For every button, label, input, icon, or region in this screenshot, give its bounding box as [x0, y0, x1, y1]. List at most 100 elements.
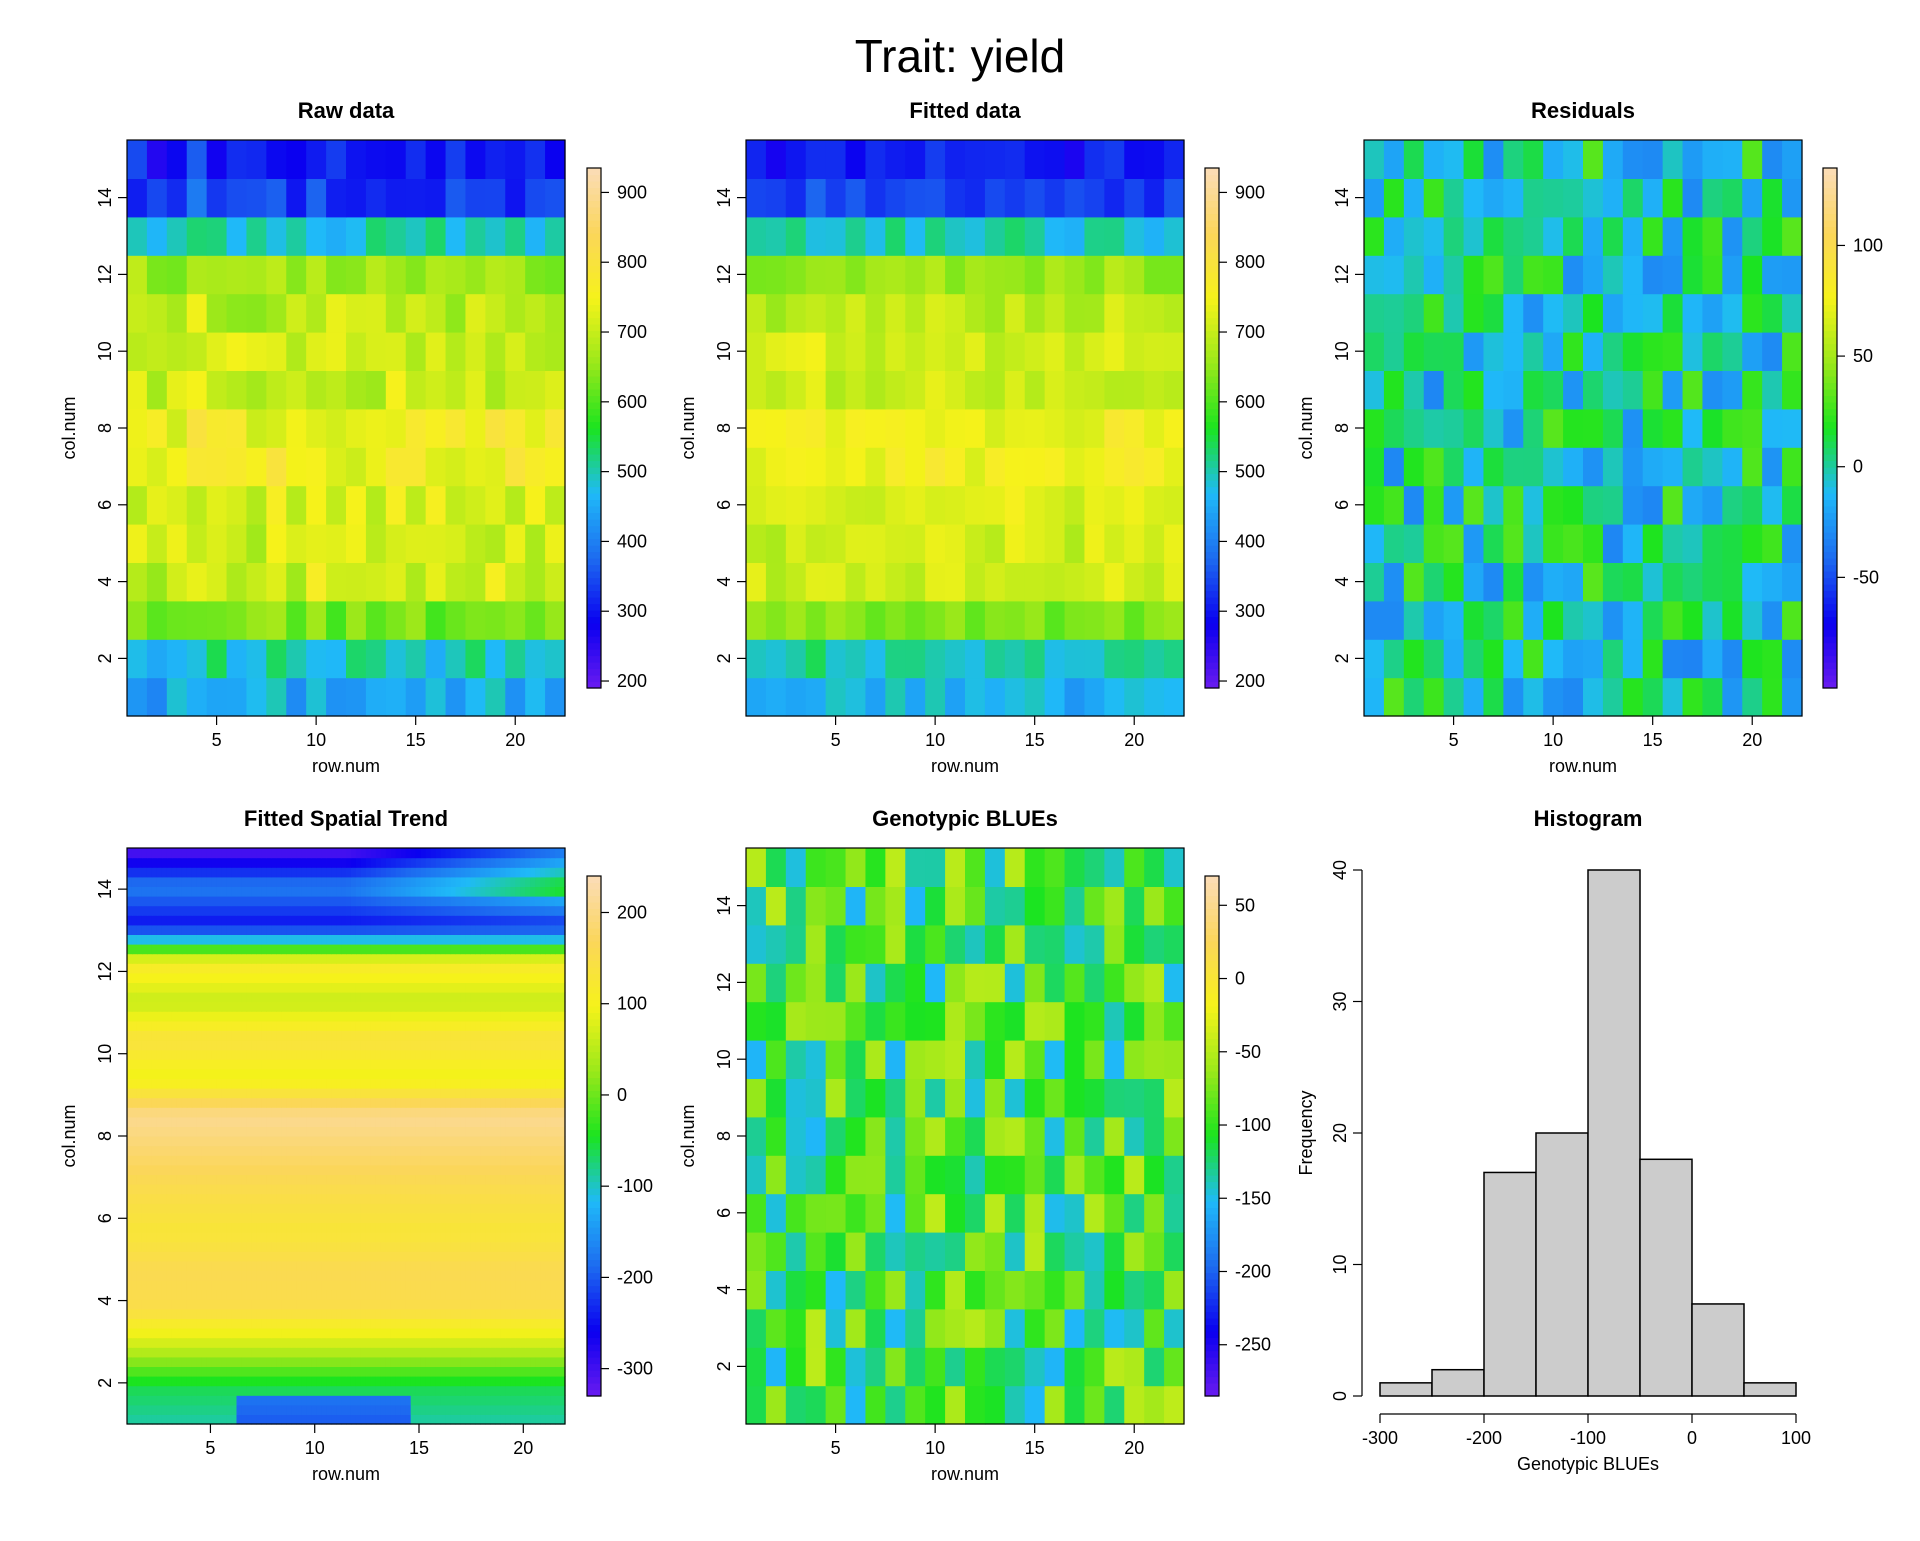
heatmap-cell — [251, 1030, 257, 1040]
heatmap-cell — [271, 1107, 277, 1117]
heatmap-cell — [137, 1222, 143, 1232]
heatmap-cell — [500, 1405, 506, 1415]
heatmap-cell — [237, 1194, 243, 1204]
heatmap-cell — [1742, 486, 1763, 525]
heatmap-cell — [1084, 409, 1105, 448]
heatmap-cell — [1762, 639, 1783, 678]
color-bar-segment — [1205, 480, 1219, 487]
heatmap-cell — [291, 1366, 297, 1376]
heatmap-cell — [446, 1366, 452, 1376]
heatmap-cell — [306, 1117, 312, 1127]
heatmap-cell — [276, 1405, 282, 1415]
heatmap-cell — [346, 332, 367, 371]
heatmap-cell — [480, 1290, 486, 1300]
heatmap-cell — [157, 1405, 163, 1415]
heatmap-cell — [530, 1050, 536, 1060]
heatmap-cell — [331, 1213, 337, 1223]
heatmap-cell — [411, 1280, 417, 1290]
color-bar-tick-label: 600 — [617, 392, 647, 412]
heatmap-cell — [361, 1376, 367, 1386]
heatmap-cell — [515, 1328, 521, 1338]
heatmap-cell — [241, 1107, 247, 1117]
heatmap-cell — [451, 1280, 457, 1290]
heatmap-cell — [306, 1050, 312, 1060]
heatmap-cell — [371, 1050, 377, 1060]
heatmap-cell — [406, 1290, 412, 1300]
heatmap-cell — [371, 1059, 377, 1069]
heatmap-cell — [157, 1040, 163, 1050]
heatmap-cell — [366, 294, 387, 333]
heatmap-cell — [286, 1146, 292, 1156]
heatmap-cell — [311, 1040, 317, 1050]
heatmap-cell — [475, 1347, 481, 1357]
heatmap-cell — [207, 1338, 213, 1348]
heatmap-cell — [341, 1174, 347, 1184]
heatmap-cell — [202, 1126, 208, 1136]
heatmap-cell — [1483, 140, 1504, 179]
heatmap-cell — [411, 1376, 417, 1386]
heatmap-cell — [426, 1078, 432, 1088]
heatmap-cell — [291, 1126, 297, 1136]
heatmap-cell — [351, 1059, 357, 1069]
heatmap-cell — [460, 1290, 466, 1300]
heatmap-cell — [301, 1050, 307, 1060]
heatmap-cell — [162, 1405, 168, 1415]
color-bar-segment — [1823, 630, 1837, 637]
heatmap-cell — [351, 1126, 357, 1136]
color-bar-segment — [1823, 526, 1837, 533]
heatmap-cell — [351, 1040, 357, 1050]
heatmap-cell — [421, 1395, 427, 1405]
heatmap-cell — [167, 1328, 173, 1338]
heatmap-cell — [227, 1299, 233, 1309]
heatmap-cell — [426, 1280, 432, 1290]
heatmap-cell — [381, 1270, 387, 1280]
heatmap-cell — [475, 1299, 481, 1309]
heatmap-cell — [426, 1030, 432, 1040]
heatmap-cell — [510, 1414, 516, 1424]
heatmap-cell — [436, 1338, 442, 1348]
heatmap-cell — [406, 1270, 412, 1280]
heatmap-cell — [172, 1386, 178, 1396]
heatmap-cell — [480, 1213, 486, 1223]
heatmap-cell — [172, 1040, 178, 1050]
heatmap-cell — [505, 1290, 511, 1300]
heatmap-cell — [321, 1222, 327, 1232]
heatmap-cell — [306, 1078, 312, 1088]
heatmap-cell — [286, 1184, 292, 1194]
heatmap-cell — [202, 1030, 208, 1040]
heatmap-cell — [1702, 601, 1723, 640]
heatmap-cell — [237, 1155, 243, 1165]
heatmap-cell — [241, 1357, 247, 1367]
heatmap-cell — [152, 1021, 158, 1031]
heatmap-cell — [232, 1213, 238, 1223]
heatmap-cell — [301, 1261, 307, 1271]
heatmap-cell — [510, 1328, 516, 1338]
heatmap-cell — [441, 1270, 447, 1280]
heatmap-cell — [261, 1050, 267, 1060]
heatmap-cell — [371, 1194, 377, 1204]
color-bar-segment — [1823, 532, 1837, 539]
heatmap-cell — [351, 1414, 357, 1424]
heatmap-cell — [331, 1232, 337, 1242]
heatmap-cell — [406, 1386, 412, 1396]
heatmap-cell — [456, 1126, 462, 1136]
heatmap-cell — [336, 1107, 342, 1117]
heatmap-cell — [515, 1232, 521, 1242]
heatmap-cell — [212, 1357, 218, 1367]
heatmap-cell — [301, 1395, 307, 1405]
color-bar-segment — [587, 578, 601, 585]
color-bar-segment — [1823, 409, 1837, 416]
heatmap-cell — [490, 1146, 496, 1156]
heatmap-cell — [441, 1126, 447, 1136]
heatmap-cell — [232, 1050, 238, 1060]
heatmap-cell — [381, 1126, 387, 1136]
heatmap-cell — [336, 1174, 342, 1184]
heatmap-cell — [470, 1222, 476, 1232]
heatmap-cell — [391, 1414, 397, 1424]
heatmap-cell — [746, 639, 767, 678]
heatmap-cell — [386, 1069, 392, 1079]
heatmap-cell — [470, 1405, 476, 1415]
heatmap-cell — [152, 1194, 158, 1204]
heatmap-cell — [525, 1395, 531, 1405]
heatmap-cell — [766, 332, 787, 371]
